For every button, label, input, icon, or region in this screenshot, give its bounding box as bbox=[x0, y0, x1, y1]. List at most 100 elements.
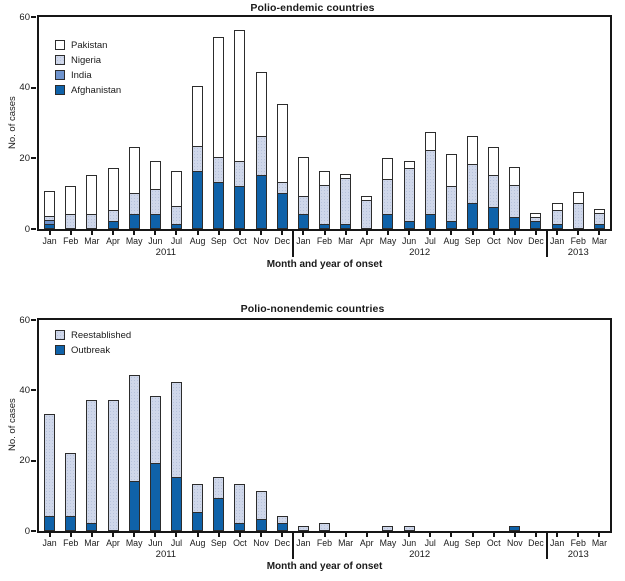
x-axis-tick bbox=[302, 533, 305, 537]
bar-stack-jun-17 bbox=[403, 320, 415, 531]
y-axis-tick bbox=[31, 530, 36, 532]
x-tick-label-aug-19: Aug bbox=[443, 236, 460, 246]
bar-segment-reestablished bbox=[319, 523, 330, 531]
bar-stack-may-4 bbox=[128, 320, 140, 531]
bar-stack-sep-20 bbox=[467, 17, 479, 229]
legend-label: Outbreak bbox=[71, 344, 111, 356]
x-axis-tick bbox=[408, 533, 411, 537]
endemic-legend: Pakistan Nigeria India Afghanistan bbox=[55, 40, 121, 100]
x-tick-label-nov-22: Nov bbox=[507, 538, 523, 548]
bar-segment-afghanistan bbox=[149, 214, 161, 229]
legend-label: Pakistan bbox=[71, 39, 108, 51]
bar-stack-sep-8 bbox=[213, 17, 225, 229]
bar-stack-aug-19 bbox=[446, 320, 457, 531]
bar-stack-feb-1 bbox=[65, 17, 77, 229]
bar-segment-pakistan bbox=[149, 161, 161, 190]
x-tick-label-feb-1: Feb bbox=[63, 236, 79, 246]
legend-swatch-icon bbox=[55, 55, 65, 65]
x-axis-tick bbox=[598, 231, 601, 235]
x-axis-tick bbox=[577, 533, 580, 537]
x-tick-label-mar-2: Mar bbox=[84, 538, 100, 548]
bar-stack-oct-9 bbox=[234, 17, 246, 229]
x-axis-tick bbox=[408, 231, 411, 235]
bar-segment-afghanistan bbox=[509, 217, 521, 229]
bar-segment-afghanistan bbox=[128, 214, 140, 229]
bar-segment-afghanistan bbox=[424, 214, 436, 229]
bar-segment-outbreak bbox=[170, 477, 182, 531]
x-tick-label-jun-17: Jun bbox=[401, 236, 417, 246]
bar-stack-oct-21 bbox=[488, 320, 499, 531]
x-tick-label-may-16: May bbox=[379, 538, 397, 548]
x-tick-label-feb-1: Feb bbox=[63, 538, 79, 548]
bar-stack-feb-25 bbox=[572, 17, 584, 229]
year-label-2013: 2013 bbox=[567, 247, 589, 258]
bar-segment-nigeria bbox=[403, 168, 415, 222]
bar-stack-jan-24 bbox=[551, 17, 563, 229]
x-axis-tick bbox=[154, 231, 157, 235]
bar-stack-mar-2 bbox=[86, 17, 98, 229]
bar-segment-nigeria bbox=[467, 164, 479, 204]
x-tick-label-jan-12: Jan bbox=[296, 538, 311, 548]
bar-segment-afghanistan bbox=[297, 214, 309, 229]
y-axis-tick bbox=[31, 389, 36, 392]
legend-item-outbreak: Outbreak bbox=[55, 344, 131, 356]
bar-segment-afghanistan bbox=[107, 221, 119, 229]
y-axis-tick-label: 60 bbox=[19, 11, 30, 23]
bar-segment-outbreak bbox=[509, 526, 521, 531]
y-axis-tick bbox=[31, 86, 36, 89]
bar-stack-apr-15 bbox=[361, 17, 373, 229]
bar-segment-pakistan bbox=[255, 72, 267, 137]
bar-segment-nigeria bbox=[445, 186, 457, 222]
bar-segment-pakistan bbox=[128, 147, 140, 194]
year-label-2011: 2011 bbox=[155, 549, 177, 560]
x-axis-tick bbox=[450, 533, 453, 537]
bar-segment-nigeria bbox=[319, 185, 330, 225]
bar-stack-jan-0 bbox=[44, 17, 56, 229]
x-tick-label-mar-2: Mar bbox=[84, 236, 100, 246]
bar-stack-jan-0 bbox=[44, 320, 56, 531]
bar-segment-pakistan bbox=[297, 157, 309, 197]
x-tick-label-jul-6: Jul bbox=[170, 236, 183, 246]
x-axis-tick bbox=[556, 533, 559, 537]
bar-segment-afghanistan bbox=[44, 224, 56, 229]
bar-segment-pakistan bbox=[509, 167, 521, 186]
bar-stack-aug-19 bbox=[445, 17, 457, 229]
x-tick-label-nov-10: Nov bbox=[253, 236, 269, 246]
x-axis-tick bbox=[48, 231, 51, 235]
x-axis-tick bbox=[365, 533, 368, 537]
bar-stack-sep-20 bbox=[467, 320, 478, 531]
x-axis-tick bbox=[365, 231, 368, 235]
year-label-2011: 2011 bbox=[155, 247, 177, 258]
x-tick-label-mar-26: Mar bbox=[591, 236, 607, 246]
x-axis-tick bbox=[471, 533, 474, 537]
bar-stack-may-4 bbox=[128, 17, 140, 229]
bar-segment-nigeria bbox=[213, 157, 225, 183]
year-label-2012: 2012 bbox=[409, 549, 431, 560]
bar-segment-nigeria bbox=[551, 210, 563, 225]
x-axis-tick bbox=[90, 533, 93, 537]
x-tick-label-jul-18: Jul bbox=[424, 236, 436, 246]
bar-stack-mar-2 bbox=[86, 320, 98, 531]
bar-stack-jun-5 bbox=[149, 320, 161, 531]
bar-stack-apr-15 bbox=[361, 320, 372, 531]
x-tick-label-oct-9: Oct bbox=[233, 538, 247, 548]
endemic-x-axis-label: Month and year of onset bbox=[266, 259, 383, 270]
bar-segment-reestablished bbox=[65, 453, 77, 517]
bar-segment-nigeria bbox=[340, 178, 352, 225]
x-axis-tick bbox=[556, 231, 559, 235]
bar-stack-feb-13 bbox=[319, 17, 330, 229]
bar-stack-jun-17 bbox=[403, 17, 415, 229]
x-tick-label-jun-17: Jun bbox=[401, 538, 417, 548]
x-tick-label-mar-26: Mar bbox=[591, 538, 607, 548]
bar-segment-afghanistan bbox=[467, 203, 479, 229]
bar-segment-pakistan bbox=[213, 37, 225, 158]
bar-segment-nigeria bbox=[572, 203, 584, 229]
bar-segment-pakistan bbox=[170, 171, 182, 207]
bar-segment-reestablished bbox=[170, 382, 182, 478]
x-tick-label-oct-9: Oct bbox=[233, 236, 247, 246]
bar-segment-pakistan bbox=[107, 168, 119, 211]
bar-segment-outbreak bbox=[44, 516, 56, 531]
legend-label: India bbox=[71, 69, 92, 81]
x-tick-label-aug-7: Aug bbox=[189, 538, 206, 548]
x-tick-label-may-4: May bbox=[125, 538, 143, 548]
